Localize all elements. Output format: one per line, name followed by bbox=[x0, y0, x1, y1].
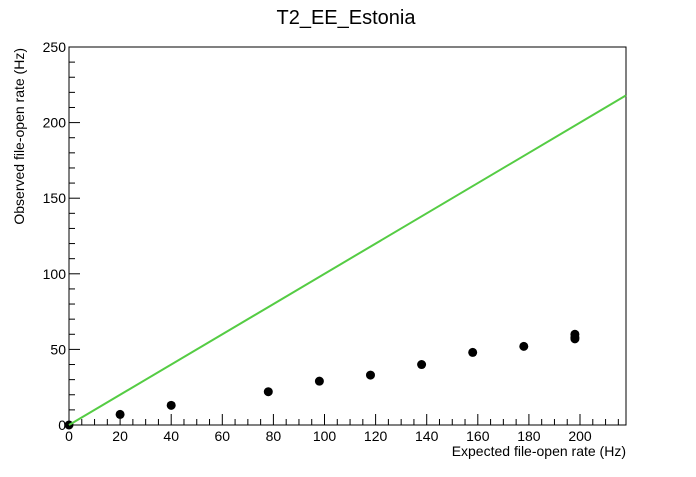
data-point bbox=[468, 347, 478, 357]
x-tick-label: 60 bbox=[215, 428, 231, 444]
reference-line bbox=[68, 94, 627, 426]
x-axis: 0 20 40 60 80 100 120 140 160 180 200 bbox=[65, 414, 619, 444]
plot-frame bbox=[68, 46, 627, 426]
y-axis: 0 50 100 150 200 250 bbox=[43, 39, 80, 433]
y-tick-label: 250 bbox=[43, 39, 67, 55]
y-tick-label: 200 bbox=[43, 115, 67, 131]
x-tick-label: 20 bbox=[112, 428, 128, 444]
data-point bbox=[115, 409, 125, 419]
data-point bbox=[570, 329, 580, 339]
x-tick-label: 100 bbox=[313, 428, 337, 444]
x-tick-label: 40 bbox=[163, 428, 179, 444]
y-axis-label: Observed file-open rate (Hz) bbox=[11, 48, 27, 225]
data-point bbox=[365, 370, 375, 380]
data-point bbox=[314, 376, 324, 386]
y-tick-label: 150 bbox=[43, 190, 67, 206]
y-tick-label: 0 bbox=[58, 417, 66, 433]
x-tick-label: 120 bbox=[364, 428, 388, 444]
x-tick-label: 160 bbox=[466, 428, 490, 444]
data-point bbox=[166, 400, 176, 410]
chart-title: T2_EE_Estonia bbox=[277, 7, 417, 29]
x-tick-label: 140 bbox=[415, 428, 439, 444]
x-tick-label: 80 bbox=[266, 428, 282, 444]
y-tick-label: 100 bbox=[43, 266, 67, 282]
x-tick-label: 200 bbox=[568, 428, 592, 444]
data-point bbox=[417, 360, 427, 370]
series-layer bbox=[64, 94, 627, 430]
data-point bbox=[263, 387, 273, 397]
x-tick-label: 180 bbox=[517, 428, 541, 444]
x-axis-label: Expected file-open rate (Hz) bbox=[452, 443, 626, 459]
x-tick-label: 0 bbox=[65, 428, 73, 444]
y-tick-label: 50 bbox=[50, 341, 66, 357]
data-point bbox=[519, 341, 529, 351]
